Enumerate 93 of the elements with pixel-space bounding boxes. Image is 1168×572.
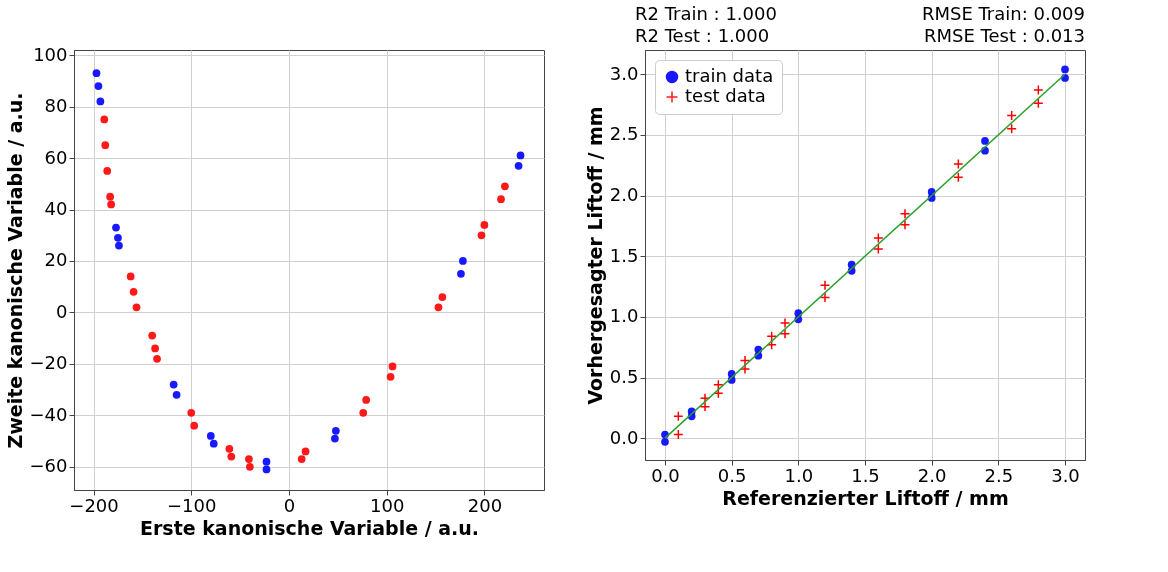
point <box>107 200 115 209</box>
y-tick-label: 1.0 <box>609 305 639 327</box>
point <box>126 272 135 281</box>
point <box>388 362 397 371</box>
point <box>1061 65 1069 74</box>
point <box>153 354 161 363</box>
text: R2 Test : 1.000 <box>635 25 770 46</box>
point <box>114 233 122 242</box>
y-axis-title: Zweite kanonische Variable / a.u. <box>3 92 26 449</box>
point <box>115 241 123 250</box>
point <box>386 372 395 381</box>
point <box>779 328 791 340</box>
point <box>172 390 181 399</box>
point <box>227 452 236 461</box>
y-tick-label: 2.0 <box>609 184 639 206</box>
y-tick-label: 0 <box>56 300 68 322</box>
point <box>332 426 340 435</box>
point <box>331 434 339 443</box>
y-tick-label: 0.5 <box>609 366 639 388</box>
y-tick-label: 0.0 <box>609 426 639 448</box>
x-tick-label: 1.0 <box>784 464 814 486</box>
point <box>477 231 486 240</box>
point <box>190 421 199 430</box>
point <box>457 269 465 278</box>
point <box>438 293 447 301</box>
text: RMSE Train: 0.009 <box>921 3 1085 24</box>
x-tick-label: −100 <box>167 494 217 516</box>
y-tick-label: 60 <box>44 146 68 168</box>
point <box>301 447 310 456</box>
point <box>514 161 523 170</box>
point <box>92 69 101 78</box>
point <box>169 380 178 389</box>
x-tick-label: 0 <box>283 494 296 516</box>
point <box>262 465 271 474</box>
y-tick-label: 1.5 <box>609 244 639 266</box>
point <box>779 317 791 329</box>
point <box>297 455 306 463</box>
point <box>1006 123 1017 135</box>
point <box>899 208 911 219</box>
point <box>501 182 509 191</box>
x-axis-title: Referenzierter Liftoff / mm <box>722 486 1009 509</box>
y-tick-label: 100 <box>33 43 68 65</box>
point <box>94 82 103 90</box>
point <box>129 288 138 296</box>
point <box>101 141 110 150</box>
text: R2 Train : 1.000 <box>635 3 777 24</box>
x-tick-label: 3.0 <box>1051 464 1080 486</box>
point <box>661 437 669 446</box>
text: RMSE Test : 0.013 <box>923 25 1085 46</box>
x-tick-label: 1.5 <box>851 464 880 486</box>
point <box>132 303 141 312</box>
x-tick-label: 2.5 <box>984 464 1014 486</box>
point <box>362 396 371 404</box>
point <box>497 195 505 204</box>
point <box>148 331 157 340</box>
point <box>459 257 467 265</box>
x-tick-label: 0.5 <box>717 464 747 486</box>
x-tick-label: 0.0 <box>651 464 680 486</box>
point <box>434 303 443 312</box>
x-tick-label: 100 <box>370 494 405 516</box>
point <box>187 408 196 417</box>
point <box>151 344 159 353</box>
point <box>981 137 989 145</box>
point <box>112 223 120 232</box>
legend-label: train data <box>685 65 774 86</box>
x-axis-title: Erste kanonische Variable / a.u. <box>139 516 480 539</box>
y-tick-label: −60 <box>29 455 68 477</box>
x-tick-label: 2.0 <box>917 464 947 486</box>
y-tick-label: −40 <box>29 403 68 425</box>
y-tick-label: 3.0 <box>609 62 639 84</box>
y-axis-title: Vorhergesagter Liftoff / mm <box>583 106 606 405</box>
y-tick-label: 80 <box>44 95 68 117</box>
y-tick-label: 2.5 <box>609 123 639 145</box>
x-tick-label: −200 <box>69 494 119 516</box>
point <box>103 167 112 175</box>
point <box>96 97 105 106</box>
point <box>106 192 115 201</box>
point <box>246 462 254 471</box>
point <box>480 221 489 229</box>
y-tick-label: −20 <box>29 352 68 374</box>
point <box>100 115 109 124</box>
x-tick-label: 200 <box>467 494 503 516</box>
point <box>1033 84 1044 96</box>
point <box>245 455 253 463</box>
y-tick-label: 40 <box>44 198 68 220</box>
legend-label: test data <box>685 85 766 106</box>
point <box>262 457 271 466</box>
point <box>359 408 368 417</box>
point <box>516 151 525 160</box>
point <box>225 444 234 453</box>
point <box>209 439 218 448</box>
y-tick-label: 20 <box>44 249 68 271</box>
point <box>206 432 215 440</box>
